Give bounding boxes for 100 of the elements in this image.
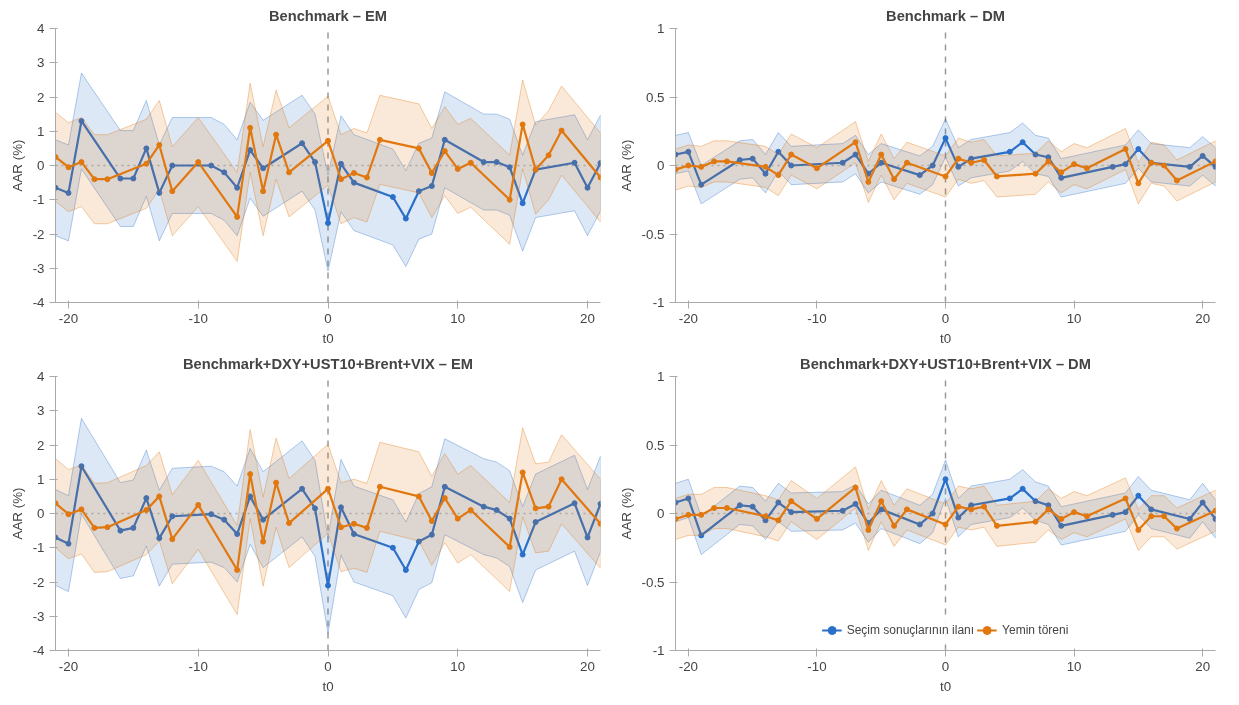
point [955, 155, 962, 162]
y-tick-label: -3 [32, 260, 45, 276]
point [91, 524, 98, 531]
point [156, 493, 163, 500]
point [65, 540, 72, 547]
point [1032, 518, 1039, 525]
point [1083, 165, 1090, 172]
y-tick-label: -2 [32, 226, 45, 242]
point [1199, 499, 1206, 506]
y-tick-label: 4 [37, 369, 46, 384]
y-tick-label: -1 [652, 643, 665, 658]
point [981, 503, 988, 510]
point [878, 151, 885, 158]
x-tick-label: -20 [58, 310, 79, 326]
point [195, 501, 202, 508]
y-axis-title: AAR (%) [618, 487, 634, 540]
y-tick-label: -4 [32, 643, 46, 658]
chart-title: Benchmark – DM [886, 7, 1005, 24]
point [685, 495, 692, 502]
point [143, 160, 150, 167]
point [337, 160, 344, 167]
point [260, 516, 267, 523]
point [903, 506, 910, 513]
point [65, 164, 72, 171]
point [312, 159, 319, 166]
point [891, 176, 898, 183]
x-tick-label: -20 [58, 658, 79, 674]
point [247, 124, 254, 131]
x-axis-title: t0 [322, 330, 334, 346]
point [156, 141, 163, 148]
x-tick-label: 20 [1195, 310, 1211, 326]
point [929, 510, 936, 517]
point [130, 175, 137, 182]
point [981, 157, 988, 164]
point [130, 524, 137, 531]
y-tick-label: 3 [37, 55, 45, 71]
point [519, 469, 526, 476]
point [1135, 180, 1142, 187]
point [506, 164, 513, 171]
x-tick-label: -20 [678, 658, 698, 674]
point [143, 507, 150, 514]
point [1006, 148, 1013, 155]
point [685, 511, 692, 518]
point [428, 531, 435, 538]
point [788, 151, 795, 158]
point [852, 151, 859, 158]
y-axis-title: AAR (%) [9, 487, 25, 540]
point [993, 522, 1000, 529]
point [1071, 161, 1078, 168]
point [221, 169, 228, 176]
point [1045, 506, 1052, 513]
y-tick-label: 1 [37, 471, 45, 487]
point [65, 189, 72, 196]
point [1058, 169, 1065, 176]
point [467, 159, 474, 166]
point [519, 200, 526, 207]
point [273, 479, 280, 486]
x-axis-title: t0 [322, 678, 334, 694]
point [698, 532, 705, 539]
point [299, 140, 306, 147]
y-axis-title: AAR (%) [618, 139, 634, 192]
x-tick-label: 10 [1066, 310, 1082, 326]
point [1083, 513, 1090, 520]
point [78, 506, 85, 513]
point [878, 498, 885, 505]
y-tick-label: 3 [37, 403, 45, 419]
point [519, 551, 526, 558]
point [208, 511, 215, 518]
point [1135, 146, 1142, 153]
point [467, 507, 474, 514]
point [169, 513, 176, 520]
point [337, 504, 344, 511]
point [788, 162, 795, 169]
point [1058, 515, 1065, 522]
point [852, 500, 859, 507]
point [376, 483, 383, 490]
point [685, 162, 692, 169]
point [247, 471, 254, 478]
point [402, 567, 409, 574]
point [813, 515, 820, 522]
x-tick-label: 0 [324, 658, 332, 674]
point [775, 517, 782, 524]
point [169, 536, 176, 543]
point [1135, 526, 1142, 533]
point [942, 173, 949, 180]
point [480, 159, 487, 166]
point [1019, 485, 1026, 492]
point [584, 184, 591, 191]
point [1109, 511, 1116, 518]
point [415, 538, 422, 545]
point [865, 526, 872, 533]
chart-title: Benchmark – EM [268, 7, 388, 24]
point [260, 188, 267, 195]
point [749, 155, 756, 162]
point [762, 513, 769, 520]
point [65, 511, 72, 518]
point [169, 188, 176, 195]
point [878, 159, 885, 166]
point [273, 131, 280, 138]
y-tick-label: 4 [37, 21, 46, 36]
